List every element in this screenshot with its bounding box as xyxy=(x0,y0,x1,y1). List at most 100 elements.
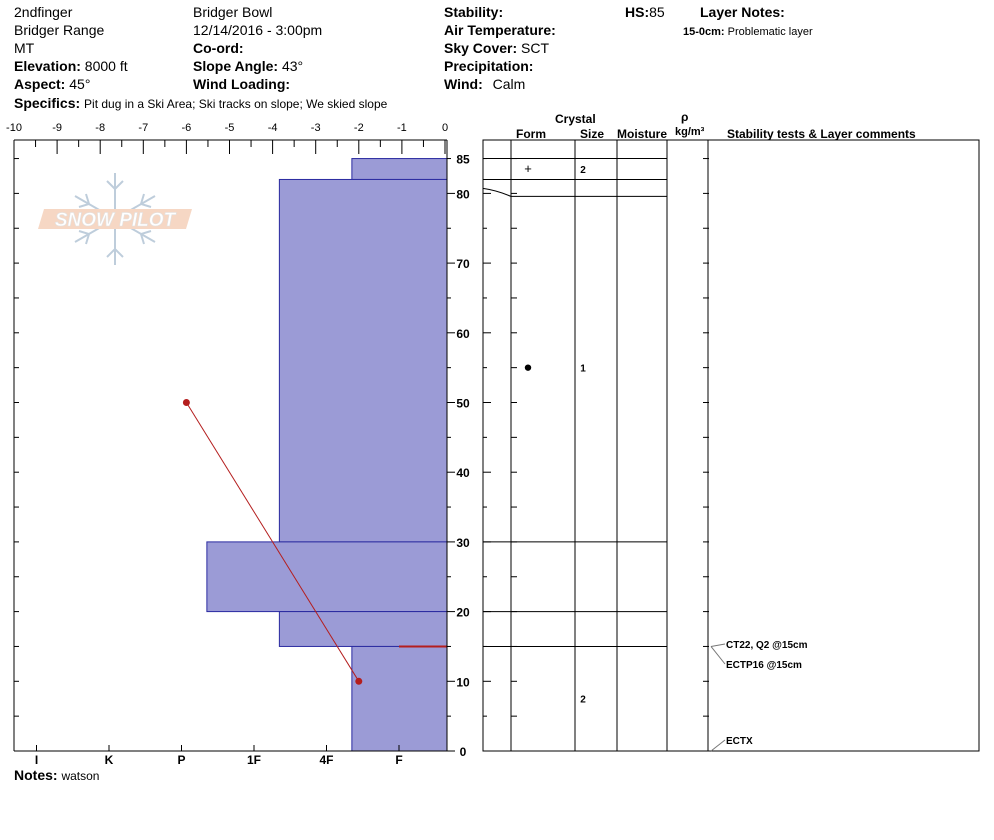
stability-pointer xyxy=(710,643,726,647)
notes-text: watson xyxy=(61,769,100,783)
crystal-size: 1 xyxy=(580,364,586,375)
temp-point xyxy=(182,399,190,406)
temp-tick-label: -2 xyxy=(354,122,364,134)
notes-label: Notes: xyxy=(14,767,58,783)
hardness-label-4F: 4F xyxy=(319,753,333,767)
crystal-size: 2 xyxy=(580,165,586,176)
crystal-size: 2 xyxy=(580,695,586,706)
temp-tick-label: -9 xyxy=(52,122,62,134)
stability-test: CT22, Q2 @15cm xyxy=(726,640,808,651)
crystal-form: + xyxy=(524,161,532,176)
hs-label: HS: xyxy=(625,4,650,20)
hardness-layer-1 xyxy=(278,178,448,543)
depth-label: 70 xyxy=(456,257,470,271)
location-name: Bridger Bowl xyxy=(193,4,273,20)
specifics-row: Specifics: Pit dug in a Ski Area; Ski tr… xyxy=(14,95,387,112)
layer-note-range: 15-0cm: xyxy=(683,26,725,38)
temp-tick-label: -8 xyxy=(95,122,105,134)
moisture-header: Moisture xyxy=(617,127,668,141)
specifics-text: Pit dug in a Ski Area; Ski tracks on slo… xyxy=(84,97,388,111)
depth-label: 85 xyxy=(456,153,470,167)
elevation-label: Elevation: xyxy=(14,58,81,74)
hardness-layer-0 xyxy=(351,158,448,180)
elevation-row: Elevation: 8000 ft xyxy=(14,58,128,74)
table-frame xyxy=(482,139,980,752)
slope-value: 43° xyxy=(281,58,304,74)
hardness-layer-2 xyxy=(206,541,448,613)
form-header: Form xyxy=(516,127,546,141)
state-name: MT xyxy=(14,40,35,56)
hardness-label-1F: 1F xyxy=(247,753,261,767)
temp-segment xyxy=(185,402,360,682)
range-name: Bridger Range xyxy=(14,22,105,38)
air-temp-label: Air Temperature: xyxy=(444,22,556,38)
layer-note: 15-0cm: Problematic layer xyxy=(683,24,813,40)
temp-tick-label: -1 xyxy=(397,122,407,134)
wind-row: Wind: Calm xyxy=(444,76,525,92)
elevation-value: 8000 ft xyxy=(84,58,128,74)
size-header: Size xyxy=(580,127,605,141)
hardness-layer-3 xyxy=(278,611,448,647)
svg-text:SNOW PILOT: SNOW PILOT xyxy=(55,210,177,231)
layer-boundary xyxy=(482,187,667,197)
layer-notes-label: Layer Notes: xyxy=(700,4,785,20)
temp-tick-label: -6 xyxy=(182,122,192,134)
temperature-profile xyxy=(182,399,363,685)
rho-header: ρ xyxy=(681,110,689,124)
hardness-profile xyxy=(206,158,448,752)
observation-datetime: 12/14/2016 - 3:00pm xyxy=(193,22,323,38)
crystal-header: Crystal xyxy=(555,112,596,126)
temp-tick-label: 0 xyxy=(442,122,448,134)
coord-label: Co-ord: xyxy=(193,40,244,56)
sky-row: Sky Cover: SCT xyxy=(444,40,549,56)
sky-label: Sky Cover: xyxy=(444,40,518,56)
depth-label: 50 xyxy=(456,397,470,411)
temp-tick-label: -10 xyxy=(6,122,22,134)
aspect-row: Aspect: 45° xyxy=(14,76,90,92)
depth-label: 60 xyxy=(456,327,470,341)
depth-label: 80 xyxy=(456,187,470,201)
temp-tick-label: -4 xyxy=(268,122,278,134)
temp-tick-label: -7 xyxy=(138,122,148,134)
depth-label: 20 xyxy=(456,606,470,620)
layer-table: +2 ● 1 2 CT22, Q2 @15cm ECTP16 @15cm ECTX xyxy=(482,139,980,752)
hardness-label-K: K xyxy=(105,753,114,767)
site-name: 2ndfinger xyxy=(14,4,73,20)
depth-label: 0 xyxy=(460,745,467,759)
depth-label: 30 xyxy=(456,536,470,550)
hardness-layer-4 xyxy=(351,645,448,752)
density-unit-header: kg/m³ xyxy=(675,126,705,138)
left-axes: -10 -9 -8 -7 -6 -5 -4 -3 -2 -1 0I K P 1F 4F F0102030405… xyxy=(6,122,709,767)
wind-loading-label: Wind Loading: xyxy=(193,76,291,92)
depth-label: 40 xyxy=(456,466,470,480)
aspect-value: 45° xyxy=(69,76,91,92)
hardness-label-I: I xyxy=(35,753,38,767)
wind-value: Calm xyxy=(492,76,526,92)
depth-label: 10 xyxy=(456,675,470,689)
stability-pointer xyxy=(710,739,726,752)
stability-test: ECTX xyxy=(726,736,753,747)
hs-row: HS:85 xyxy=(625,4,665,20)
temp-tick-label: -3 xyxy=(311,122,321,134)
aspect-label: Aspect: xyxy=(14,76,66,92)
hardness-label-F: F xyxy=(395,753,402,767)
temp-point xyxy=(355,677,363,685)
stability-label: Stability: xyxy=(444,4,504,20)
slope-label: Slope Angle: xyxy=(193,58,279,74)
crystal-form-rounded xyxy=(524,364,532,371)
snowpilot-logo: SNOW PILOT xyxy=(38,173,192,265)
wind-label: Wind: xyxy=(444,76,483,92)
stability-test: ECTP16 @15cm xyxy=(726,660,802,671)
notes-row: Notes: watson xyxy=(14,767,99,784)
precip-label: Precipitation: xyxy=(444,58,534,74)
hs-value: 85 xyxy=(649,4,665,20)
slope-row: Slope Angle: 43° xyxy=(193,58,303,74)
hardness-label-P: P xyxy=(177,753,185,767)
specifics-label: Specifics: xyxy=(14,95,81,111)
stability-tests-header: Stability tests & Layer comments xyxy=(727,127,916,141)
crystal-form-label: ● xyxy=(528,407,529,409)
layer-note-text: Problematic layer xyxy=(727,26,813,38)
stability-pointer xyxy=(710,646,726,665)
temp-tick-label: -5 xyxy=(225,122,235,134)
